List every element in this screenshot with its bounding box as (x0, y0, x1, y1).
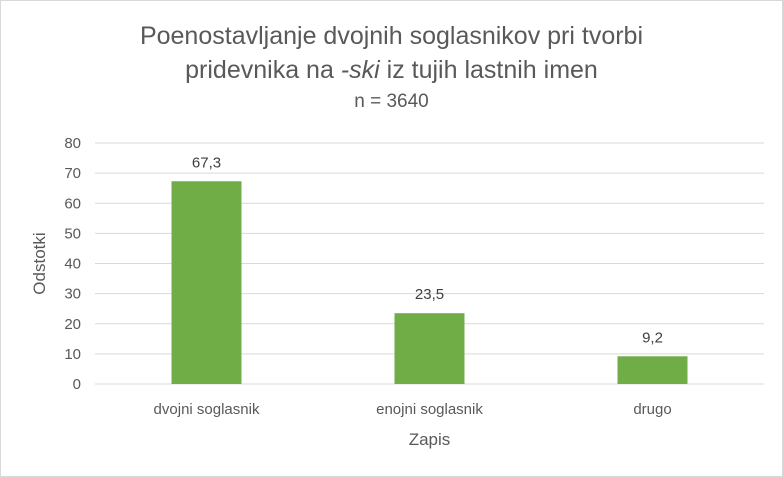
x-tick-label: drugo (633, 401, 671, 418)
chart-title-suffix: -ski (340, 56, 380, 84)
bar (394, 313, 465, 384)
x-tick-label: dvojni soglasnik (154, 401, 260, 418)
y-axis-ticks: 0 10 20 30 40 50 60 70 80 (64, 135, 81, 393)
y-tick-label: 30 (64, 286, 81, 303)
x-axis-ticks: dvojni soglasnik enojni soglasnik drugo (154, 401, 672, 418)
chart-title-line-2-start: pridevnika na (185, 56, 341, 84)
chart-title-line-2: pridevnika na -ski iz tujih lastnih imen (1, 53, 782, 87)
data-labels: 67,3 23,5 9,2 (192, 154, 663, 346)
bars (171, 181, 688, 384)
chart-title-line-1: Poenostavljanje dvojnih soglasnikov pri … (139, 22, 644, 50)
y-tick-label: 50 (64, 225, 81, 242)
data-label: 67,3 (192, 154, 221, 171)
chart-title: Poenostavljanje dvojnih soglasnikov pri … (1, 19, 782, 87)
chart-title-line-2-end: iz tujih lastnih imen (379, 56, 598, 84)
y-tick-label: 60 (64, 195, 81, 212)
bar (617, 356, 688, 384)
x-axis-title: Zapis (409, 430, 451, 449)
chart-subtitle: n = 3640 (354, 91, 429, 112)
data-label: 23,5 (415, 286, 444, 303)
y-tick-label: 70 (64, 165, 81, 182)
bar (171, 181, 242, 384)
y-tick-label: 80 (64, 135, 81, 152)
y-tick-label: 40 (64, 256, 81, 273)
x-tick-label: enojni soglasnik (376, 401, 483, 418)
y-tick-label: 0 (73, 376, 81, 393)
data-label: 9,2 (642, 329, 663, 346)
y-axis-title: Odstotki (30, 232, 49, 294)
y-tick-label: 20 (64, 316, 81, 333)
y-tick-label: 10 (64, 346, 81, 363)
